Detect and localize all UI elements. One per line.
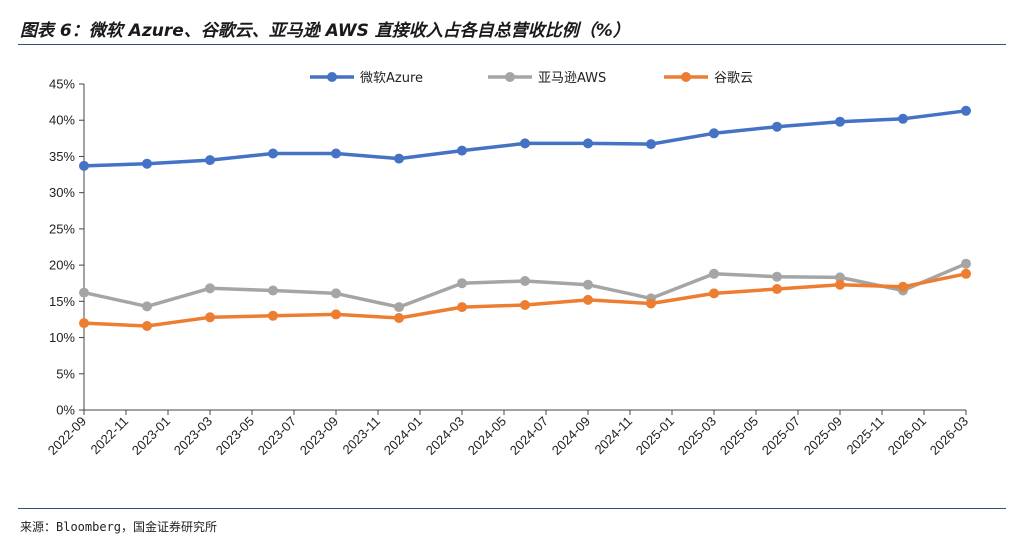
data-point (898, 113, 908, 124)
legend-label: 微软Azure (360, 71, 423, 86)
source-note: 来源：Bloomberg，国金证券研究所 (20, 520, 218, 534)
data-point (835, 116, 845, 127)
data-point (709, 128, 719, 139)
data-point (268, 285, 278, 296)
y-tick-label: 10% (49, 330, 75, 345)
data-point (961, 258, 971, 269)
data-point (835, 272, 845, 283)
data-point (394, 302, 404, 313)
y-axis-ticks: 0% 5% 10% 15% 20% 25% 30% 35% 40% 45% (49, 77, 84, 418)
x-tick-label: 2023-11 (339, 414, 383, 458)
data-point (457, 302, 467, 313)
x-tick-label: 2026-01 (885, 414, 929, 458)
y-tick-label: 35% (49, 149, 75, 164)
data-point (835, 279, 845, 290)
x-tick-label: 2024-07 (507, 414, 551, 458)
y-tick-label: 20% (49, 258, 75, 273)
data-point (457, 278, 467, 289)
x-tick-label: 2024-03 (423, 414, 467, 458)
x-tick-label: 2023-09 (297, 414, 341, 458)
data-point (583, 279, 593, 290)
data-point (79, 287, 89, 298)
x-tick-label: 2024-01 (381, 414, 425, 458)
data-point (268, 310, 278, 321)
x-tick-label: 2023-01 (129, 414, 173, 458)
data-point (520, 138, 530, 149)
y-tick-label: 25% (49, 221, 75, 236)
legend-swatch-marker (327, 72, 337, 82)
data-point (268, 148, 278, 159)
data-point (457, 145, 467, 156)
x-tick-label: 2023-05 (213, 414, 257, 458)
data-point (205, 312, 215, 323)
x-tick-label: 2023-03 (171, 414, 215, 458)
data-point (142, 158, 152, 169)
legend-swatch-marker (681, 72, 691, 82)
data-point (709, 288, 719, 299)
x-tick-label: 2024-05 (465, 414, 509, 458)
data-point (142, 301, 152, 312)
data-point (331, 148, 341, 159)
chart-series (79, 105, 971, 331)
y-tick-label: 40% (49, 113, 75, 128)
data-point (961, 105, 971, 116)
y-tick-label: 0% (56, 403, 75, 418)
x-tick-label: 2022-09 (45, 414, 89, 458)
data-point (646, 298, 656, 309)
legend-label: 谷歌云 (714, 71, 753, 86)
data-point (583, 294, 593, 305)
x-tick-label: 2025-05 (717, 414, 761, 458)
data-point (646, 139, 656, 150)
data-point (772, 271, 782, 282)
y-tick-label: 5% (56, 366, 75, 381)
legend-swatch-marker (505, 72, 515, 82)
chart-legend: 微软Azure 亚马逊AWS 谷歌云 (310, 71, 753, 86)
data-point (520, 300, 530, 310)
data-point (520, 276, 530, 286)
data-point (772, 121, 782, 132)
x-tick-label: 2024-11 (591, 414, 635, 458)
data-point (205, 283, 215, 294)
data-point (709, 268, 719, 279)
data-point (772, 284, 782, 294)
x-tick-label: 2025-03 (675, 414, 719, 458)
footer-divider (18, 508, 1006, 509)
data-point (79, 318, 89, 329)
data-point (583, 138, 593, 149)
chart-title: 图表 6：微软 Azure、谷歌云、亚马逊 AWS 直接收入占各自总营收比例（%… (20, 21, 630, 41)
data-point (142, 321, 152, 331)
x-tick-label: 2024-09 (549, 414, 593, 458)
data-point (331, 309, 341, 320)
legend-label: 亚马逊AWS (538, 71, 606, 86)
x-tick-label: 2025-09 (801, 414, 845, 458)
data-point (331, 288, 341, 299)
data-point (961, 268, 971, 279)
title-divider (18, 44, 1006, 45)
x-tick-label: 2025-11 (843, 414, 887, 458)
data-point (79, 160, 89, 171)
data-point (205, 155, 215, 166)
y-tick-label: 30% (49, 185, 75, 200)
chart-axes (83, 84, 966, 411)
y-tick-label: 15% (49, 294, 75, 309)
x-tick-label: 2025-07 (759, 414, 803, 458)
x-axis-ticks: 2022-092022-112023-012023-032023-052023-… (45, 410, 971, 458)
x-tick-label: 2023-07 (255, 414, 299, 458)
data-point (394, 313, 404, 323)
data-point (898, 281, 908, 292)
x-tick-label: 2025-01 (633, 414, 677, 458)
series-line-0 (82, 109, 968, 168)
data-point (394, 153, 404, 164)
x-tick-label: 2022-11 (87, 414, 131, 458)
x-tick-label: 2026-03 (927, 414, 971, 458)
y-tick-label: 45% (49, 77, 75, 92)
